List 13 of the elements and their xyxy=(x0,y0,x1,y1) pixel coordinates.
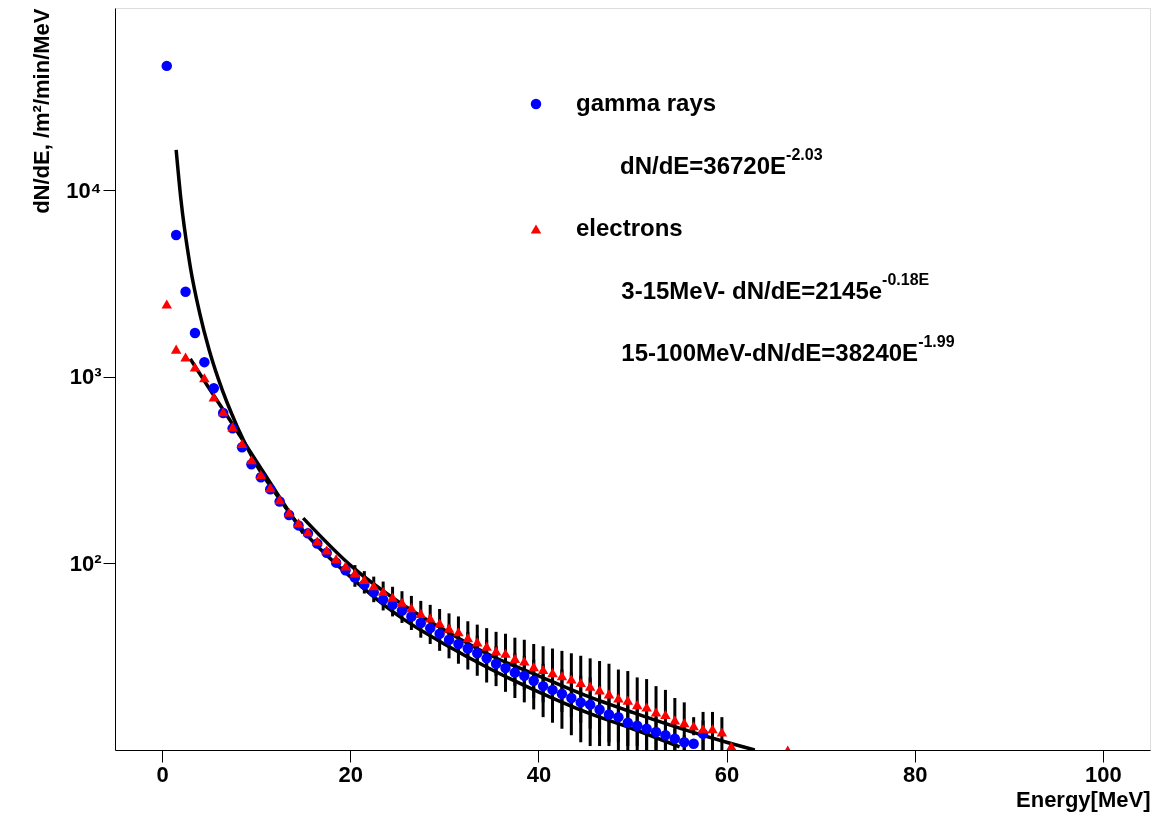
legend-label: gamma rays xyxy=(576,89,717,116)
x-tick-label: 60 xyxy=(714,761,740,787)
x-tick-label: 0 xyxy=(156,761,169,787)
x-tick-label: 100 xyxy=(1085,761,1122,787)
y-tick-label: 10³ xyxy=(69,364,102,390)
x-axis-title: Energy[MeV] xyxy=(1016,786,1151,812)
y-tick-label: 10⁴ xyxy=(66,177,102,203)
y-tick-label: 10² xyxy=(69,550,102,576)
x-tick-label: 80 xyxy=(903,761,928,787)
y-axis-title: dN/dE, /m²/min/MeV xyxy=(29,8,55,214)
legend-label: electrons xyxy=(576,214,683,241)
x-tick-label: 20 xyxy=(338,761,363,787)
x-tick-label: 40 xyxy=(526,761,552,787)
